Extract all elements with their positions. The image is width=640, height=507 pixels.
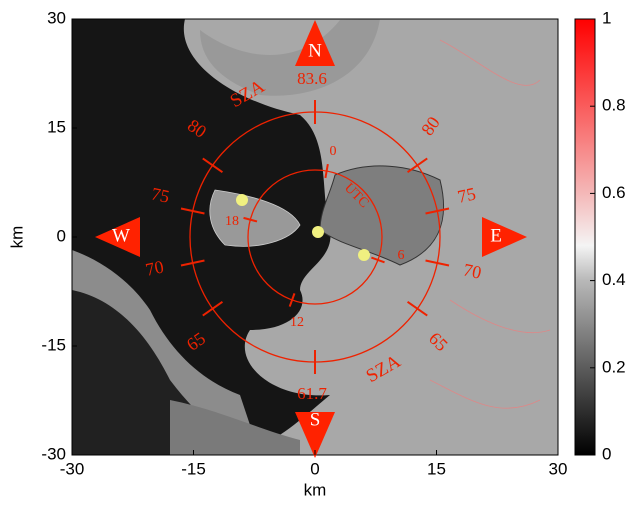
- annotation: 0: [330, 144, 337, 159]
- x-tick-label: 0: [310, 459, 319, 478]
- map-chart: km km -30-1501530-30-150153000.20.40.60.…: [0, 0, 640, 502]
- y-tick-label: 15: [47, 117, 66, 136]
- compass-label: S: [310, 409, 321, 430]
- annotation: 18: [225, 214, 239, 229]
- colorbar-tick-label: 0.4: [602, 270, 626, 289]
- annotation: 12: [290, 315, 304, 330]
- colorbar-tick-label: 0.6: [602, 183, 626, 202]
- colorbar-tick-label: 0.8: [602, 96, 626, 115]
- compass-label: W: [112, 225, 130, 246]
- x-tick-label: -15: [181, 459, 206, 478]
- x-axis-label: km: [304, 480, 327, 499]
- annotation: 83.6: [297, 69, 327, 88]
- compass-label: N: [308, 40, 322, 61]
- y-tick-label: -30: [41, 444, 66, 463]
- colorbar-tick-label: 1: [602, 8, 611, 27]
- annotation: 6: [398, 248, 405, 263]
- site: [236, 194, 248, 206]
- y-axis-label: km: [7, 226, 26, 249]
- colorbar: [575, 19, 595, 455]
- x-tick-label: 15: [427, 459, 446, 478]
- site: [312, 226, 324, 238]
- y-tick-label: 30: [47, 8, 66, 27]
- colorbar-tick-label: 0.2: [602, 357, 626, 376]
- y-tick-label: 0: [57, 226, 66, 245]
- colorbar-tick-label: 0: [602, 444, 611, 463]
- compass-label: E: [490, 225, 502, 246]
- y-tick-label: -15: [41, 335, 66, 354]
- annotation: 61.7: [297, 384, 327, 403]
- x-tick-label: 30: [549, 459, 568, 478]
- site: [358, 249, 370, 261]
